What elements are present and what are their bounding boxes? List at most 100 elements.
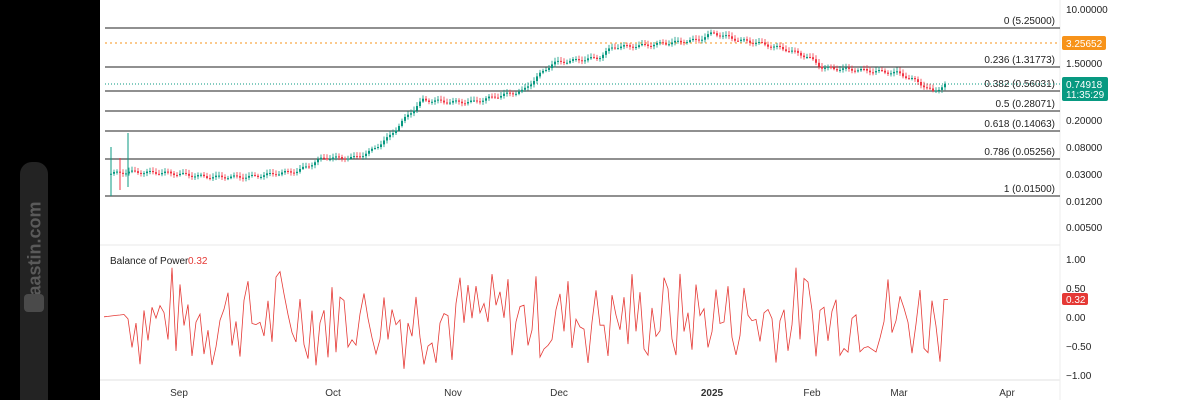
candle-body [137, 171, 139, 173]
candle-body [659, 42, 661, 44]
candle-body [401, 120, 403, 126]
candle-body [383, 140, 385, 145]
time-axis[interactable]: Sep Oct Nov Dec 2025 Feb Mar Apr [170, 388, 1015, 399]
candle-body [434, 100, 436, 102]
candle-body [671, 42, 673, 45]
candle-body [173, 173, 175, 176]
candle-body [767, 44, 769, 47]
candle-body [932, 88, 934, 91]
candle-body [662, 42, 664, 44]
candle-body [626, 45, 628, 47]
candle-body [512, 93, 514, 95]
candle-body [614, 47, 616, 49]
candle-body [269, 173, 271, 175]
price-axis-label: 1.50000 [1066, 59, 1103, 70]
candle-body [278, 174, 280, 176]
candle-body [920, 81, 922, 86]
bop-header[interactable]: Balance of Power 0.32 [110, 256, 208, 267]
candle-body [563, 61, 565, 63]
candle-body [722, 35, 724, 37]
candle-body [485, 98, 487, 101]
candle-body [695, 38, 697, 40]
candle-body [263, 175, 265, 177]
candle-body [797, 50, 799, 53]
candle-body [197, 175, 199, 177]
price-axis-label: 0.01200 [1066, 197, 1103, 208]
candle-body [314, 162, 316, 166]
candle-body [122, 172, 124, 174]
bop-value-badge: 0.32 [1062, 293, 1088, 306]
candle-body [875, 71, 877, 73]
candle-body [773, 46, 775, 48]
candle-body [236, 175, 238, 177]
candle-body [179, 173, 181, 176]
candle-body [413, 110, 415, 114]
candle-body [365, 153, 367, 157]
candle-body [167, 171, 169, 173]
candle-body [425, 98, 427, 101]
candle-body [215, 175, 217, 178]
candle-body [353, 156, 355, 158]
candle-body [938, 89, 940, 91]
fib-level-label: 1 (0.01500) [1004, 184, 1055, 195]
fib-level-label: 0 (5.25000) [1004, 16, 1055, 27]
candle-body [356, 156, 358, 158]
candle-body [869, 70, 871, 73]
candle-body [332, 157, 334, 160]
candle-body [779, 45, 781, 47]
candle-body [617, 48, 619, 50]
candle-body [848, 67, 850, 69]
candle-body [887, 72, 889, 74]
candle-body [860, 68, 862, 71]
candle-body [728, 35, 730, 37]
candle-body [716, 33, 718, 36]
candle-body [935, 90, 937, 92]
bop-badge-text: 0.32 [1066, 295, 1086, 306]
candle-body [833, 67, 835, 70]
candle-body [899, 71, 901, 74]
candle-body [530, 84, 532, 87]
candle-body [620, 46, 622, 49]
candle-body [320, 157, 322, 160]
candle-body [701, 39, 703, 41]
candle-body [326, 158, 328, 160]
candle-body [692, 38, 694, 41]
candle-body [560, 60, 562, 62]
candle-body [653, 44, 655, 47]
candle-body [200, 174, 202, 176]
orange-price-text: 3.25652 [1066, 39, 1103, 50]
candle-body [944, 83, 946, 88]
candle-body [458, 100, 460, 102]
candle-body [527, 86, 529, 88]
candle-body [911, 78, 913, 80]
watermark-logo-icon [24, 294, 44, 312]
candle-body [452, 100, 454, 103]
candle-body [398, 125, 400, 131]
candle-body [170, 171, 172, 174]
candle-body [836, 69, 838, 71]
price-axis[interactable]: 10.00000 1.50000 0.20000 0.08000 0.03000 0.01… [1066, 5, 1108, 234]
candle-body [770, 46, 772, 48]
candle-body [221, 175, 223, 178]
candle-body [902, 73, 904, 77]
candle-body [599, 58, 601, 60]
candle-body [800, 52, 802, 56]
candle-body [443, 100, 445, 103]
bop-title: Balance of Power [110, 256, 189, 267]
candle-body [140, 172, 142, 174]
candle-body [782, 46, 784, 50]
candle-body [581, 60, 583, 62]
candle-body [905, 76, 907, 79]
candle-body [323, 157, 325, 159]
bop-line [103, 267, 948, 369]
bop-axis-label: 1.00 [1066, 255, 1086, 266]
candle-body [203, 174, 205, 177]
candle-body [656, 42, 658, 45]
candle-body [734, 38, 736, 41]
price-axis-label: 0.03000 [1066, 170, 1103, 181]
candle-body [818, 62, 820, 67]
candle-body [683, 42, 685, 44]
candle-body [344, 158, 346, 160]
candle-body [518, 91, 520, 94]
